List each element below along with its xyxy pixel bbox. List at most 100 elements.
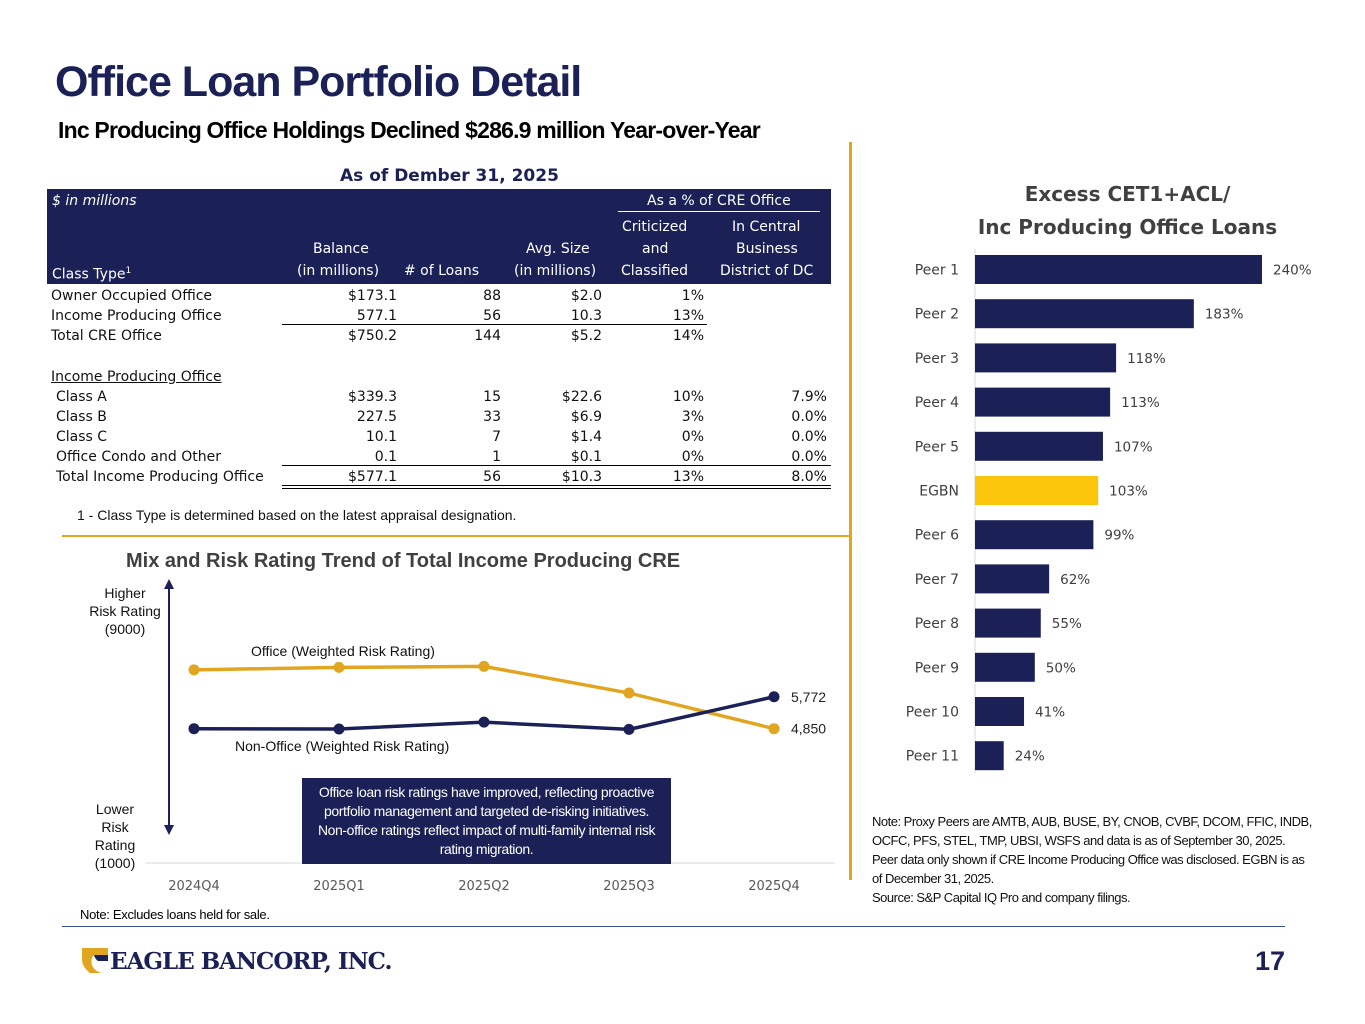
line-chart: 2024Q4 2025Q1 2025Q2 2025Q3 2025Q4 4,850 5,772…	[145, 579, 835, 894]
data-point	[623, 687, 635, 699]
table-row: Class A $339.3 15 $22.6 10% 7.9%	[56, 389, 827, 405]
x-tick-label: 2024Q4	[168, 879, 220, 894]
data-point	[768, 723, 780, 735]
category-label: Peer 1	[915, 263, 959, 279]
data-point	[623, 723, 635, 735]
data-label: 24%	[1015, 749, 1045, 765]
data-label: 183%	[1205, 307, 1244, 323]
table-row: Class B 227.5 33 $6.9 3% 0.0%	[56, 409, 827, 425]
x-tick-label: 2025Q1	[313, 879, 365, 894]
category-label: Peer 3	[915, 351, 959, 367]
end-value-label: 5,772	[791, 689, 826, 705]
peer-note: Note: Proxy Peers are AMTB, AUB, BUSE, B…	[872, 814, 1312, 905]
category-label: Peer 2	[915, 307, 959, 323]
category-label: Peer 10	[906, 705, 959, 721]
data-point	[333, 723, 345, 735]
col-crit-line3: Classified	[621, 263, 689, 279]
col-avg-line2: (in millions)	[514, 263, 597, 279]
x-tick-label: 2025Q3	[603, 879, 655, 894]
col-class-type: Class Type1	[52, 266, 132, 283]
col-balance-line2: (in millions)	[297, 263, 380, 279]
data-label: 118%	[1127, 351, 1166, 367]
col-loans: # of Loans	[404, 263, 479, 279]
data-label: 113%	[1121, 395, 1160, 411]
bar	[975, 299, 1194, 329]
horizontal-divider	[62, 535, 851, 537]
page-number: 17	[1254, 946, 1285, 976]
arrow-up-icon	[164, 579, 174, 589]
end-value-label: 4,850	[791, 721, 826, 737]
lower-risk-label: Lower Risk Rating (1000)	[94, 801, 136, 871]
data-label: 107%	[1114, 439, 1153, 455]
table-section-header: Income Producing Office	[51, 369, 222, 385]
x-tick-label: 2025Q4	[748, 879, 800, 894]
data-label: 50%	[1046, 660, 1076, 676]
footer-rule	[62, 926, 1285, 927]
note-excludes: Note: Excludes loans held for sale.	[80, 907, 270, 922]
series-label-office: Office (Weighted Risk Rating)	[251, 643, 435, 659]
bar	[975, 564, 1050, 594]
callout-box: Office loan risk ratings have improved, …	[302, 778, 671, 864]
page-subtitle: Inc Producing Office Holdings Declined $…	[58, 117, 761, 143]
bar-egbn	[975, 476, 1099, 505]
higher-risk-label: Higher Risk Rating (9000)	[89, 585, 161, 637]
category-label: Peer 4	[915, 395, 959, 411]
col-balance-line1: Balance	[313, 241, 369, 257]
table-row: Office Condo and Other 0.1 1 $0.1 0% 0.0%	[56, 449, 827, 465]
data-label: 103%	[1109, 484, 1148, 500]
data-label: 99%	[1104, 528, 1134, 544]
table-header: $ in millions As a % of CRE Office Class…	[47, 189, 831, 284]
series-label-non-office: Non-Office (Weighted Risk Rating)	[235, 738, 449, 754]
col-cbd-line1: In Central	[732, 219, 801, 235]
units-label: $ in millions	[52, 193, 137, 209]
category-label: Peer 7	[915, 572, 959, 588]
total-double-rule	[282, 488, 831, 489]
table-footnote: 1 - Class Type is determined based on th…	[77, 507, 517, 523]
col-cbd-line2: Business	[736, 241, 798, 257]
bar	[975, 431, 1103, 461]
data-point	[333, 661, 345, 673]
data-point	[478, 716, 490, 728]
category-label: Peer 11	[906, 749, 959, 765]
data-point	[478, 660, 490, 672]
table-heading: As of Dember 31, 2025	[340, 166, 559, 186]
table-row: Owner Occupied Office $173.1 88 $2.0 1%	[51, 288, 704, 304]
col-cbd-line3: District of DC	[720, 263, 814, 279]
data-point	[768, 691, 780, 703]
eagle-logo-icon	[82, 948, 108, 973]
subtotal-rule	[282, 465, 831, 466]
bar	[975, 741, 1004, 771]
bar	[975, 608, 1041, 638]
bar-chart-title: Excess CET1+ACL/ Inc Producing Office Lo…	[977, 182, 1278, 239]
x-tick-label: 2025Q2	[458, 879, 510, 894]
col-crit-line1: Criticized	[622, 219, 688, 235]
company-logo-text: EAGLE BANCORP, INC.	[110, 948, 393, 975]
page-title: Office Loan Portfolio Detail	[55, 58, 582, 106]
category-label: Peer 6	[915, 528, 959, 544]
bar-chart: Peer 1 240% Peer 2 183% Peer 3 118% Peer 4 113%…	[906, 249, 1312, 773]
data-label: 41%	[1035, 705, 1065, 721]
category-label: Peer 8	[915, 616, 959, 632]
data-label: 240%	[1273, 263, 1312, 279]
bar	[975, 652, 1035, 682]
data-label: 62%	[1060, 572, 1090, 588]
col-avg-line1: Avg. Size	[526, 241, 590, 257]
table-row: Class C 10.1 7 $1.4 0% 0.0%	[56, 429, 827, 445]
vertical-divider	[849, 142, 852, 880]
arrow-down-icon	[164, 825, 174, 835]
category-label: EGBN	[919, 484, 959, 500]
table-row: Total CRE Office $750.2 144 $5.2 14%	[51, 328, 704, 344]
data-label: 55%	[1052, 616, 1082, 632]
bar	[975, 387, 1111, 417]
bar	[975, 697, 1025, 726]
line-chart-title: Mix and Risk Rating Trend of Total Incom…	[126, 550, 681, 572]
total-double-rule	[282, 485, 831, 486]
bar	[975, 520, 1094, 550]
col-crit-line2: and	[642, 241, 669, 257]
table-row: Total Income Producing Office $577.1 56 $10…	[56, 469, 827, 485]
group-header-rule	[618, 211, 820, 212]
category-label: Peer 9	[915, 660, 959, 676]
bar	[975, 343, 1117, 373]
category-label: Peer 5	[915, 439, 959, 455]
group-header: As a % of CRE Office	[647, 193, 791, 209]
